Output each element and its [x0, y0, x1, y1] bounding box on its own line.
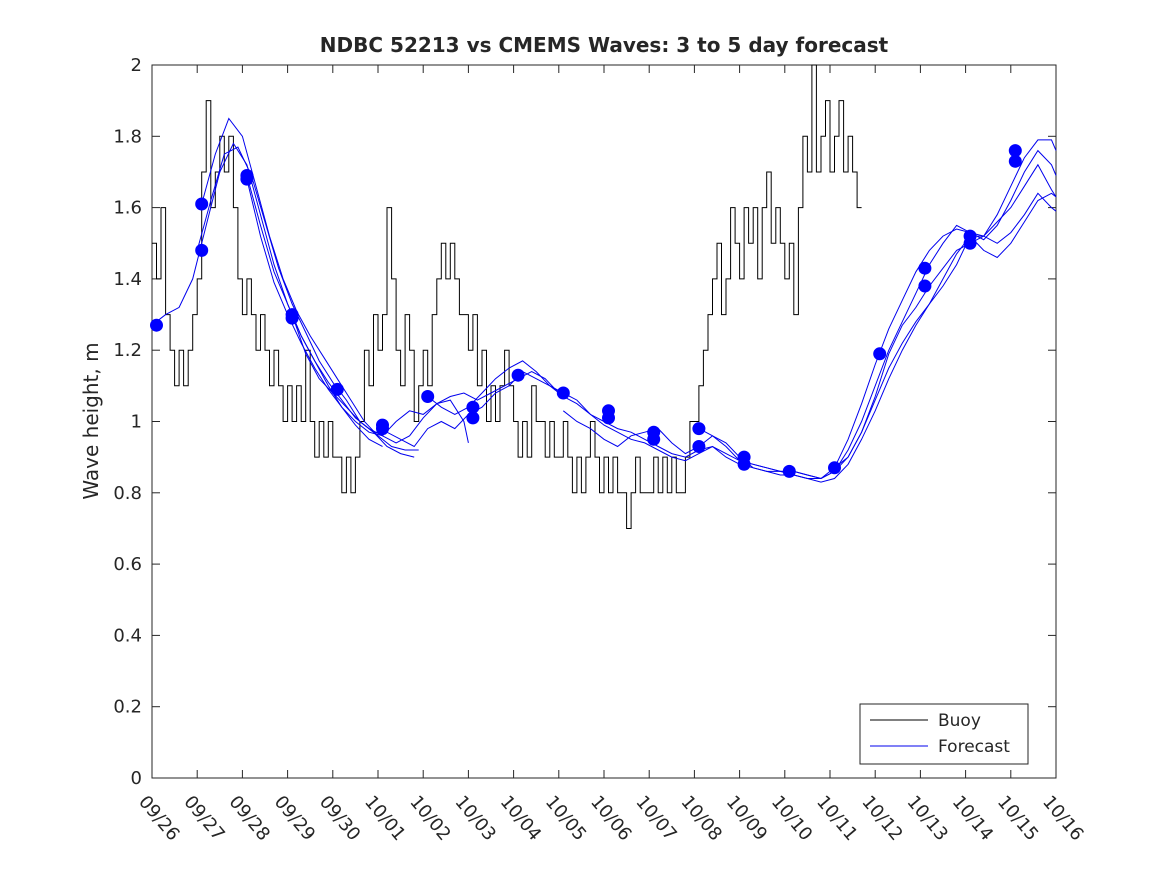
forecast-marker: [150, 318, 163, 332]
forecast-series: [151, 117, 1057, 483]
forecast-line-5: [246, 178, 560, 444]
forecast-marker: [556, 386, 570, 400]
chart-title: NDBC 52213 vs CMEMS Waves: 3 to 5 day fo…: [320, 33, 889, 57]
y-tick-label: 1.2: [113, 340, 142, 361]
legend-box: [859, 703, 1029, 765]
y-axis-ticks: 0 0.2 0.4 0.6 0.8 1 1.2 1.4 1.6 1.8 2: [113, 55, 1056, 789]
forecast-marker: [466, 400, 480, 414]
y-tick-label: 0: [131, 768, 142, 789]
forecast-marker: [828, 461, 841, 475]
forecast-marker: [240, 172, 254, 186]
forecast-marker: [782, 464, 796, 478]
forecast-marker: [285, 311, 299, 325]
forecast-marker: [602, 411, 615, 425]
forecast-marker: [195, 243, 209, 257]
forecast-marker: [692, 422, 706, 436]
forecast-marker: [918, 279, 932, 293]
forecast-marker: [873, 347, 887, 361]
forecast-line-2: [196, 146, 415, 458]
forecast-marker: [647, 432, 661, 446]
forecast-marker: [421, 390, 435, 403]
y-tick-label: 0.4: [113, 625, 142, 646]
forecast-markers: [150, 144, 1022, 478]
forecast-marker: [376, 422, 389, 436]
forecast-marker: [692, 440, 706, 453]
y-tick-label: 0.8: [113, 483, 142, 504]
forecast-line-6: [291, 192, 1057, 480]
forecast-line-3: [201, 117, 419, 451]
forecast-marker: [195, 197, 209, 211]
forecast-line-8: [562, 149, 1057, 479]
legend-label-buoy: Buoy: [938, 711, 981, 731]
legend-label-forecast: Forecast: [938, 737, 1010, 757]
forecast-marker: [511, 368, 525, 382]
forecast-marker: [466, 411, 480, 425]
plot-area: 09/2609/2709/2809/2909/3010/0110/0210/03…: [113, 55, 1087, 845]
y-tick-label: 1.4: [113, 269, 142, 290]
y-tick-label: 2: [131, 55, 142, 76]
y-tick-label: 1.6: [113, 198, 142, 219]
y-tick-label: 0.6: [113, 554, 142, 575]
forecast-line-10: [834, 163, 1057, 469]
forecast-line-9: [698, 139, 1057, 480]
forecast-marker: [963, 236, 977, 250]
y-tick-label: 0.2: [113, 697, 142, 718]
forecast-marker: [737, 457, 751, 471]
y-axis-label: Wave height, m: [79, 342, 103, 499]
legend: Buoy Forecast: [859, 703, 1029, 765]
forecast-marker: [1008, 144, 1022, 158]
forecast-marker: [918, 261, 932, 275]
forecast-marker: [1008, 154, 1022, 168]
buoy-line: [152, 64, 862, 529]
y-tick-label: 1.8: [113, 126, 142, 147]
forecast-marker: [330, 382, 344, 396]
buoy-series: [152, 64, 862, 529]
y-tick-label: 1: [131, 412, 142, 433]
